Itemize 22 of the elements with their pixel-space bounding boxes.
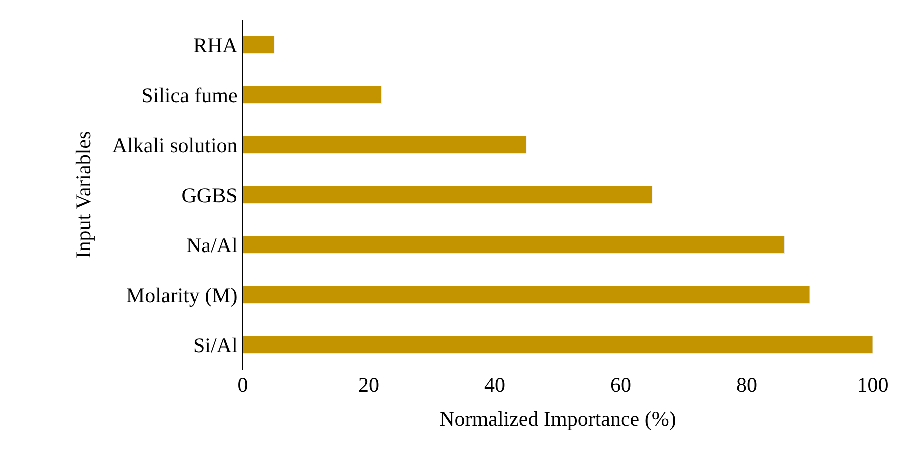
- bar: [243, 336, 873, 354]
- x-tick-label: 100: [857, 373, 889, 397]
- x-tick-label: 80: [736, 373, 758, 397]
- bar: [243, 286, 810, 304]
- y-axis-title: Input Variables: [72, 131, 96, 259]
- bar: [243, 36, 275, 54]
- y-tick-label: Na/Al: [186, 233, 238, 258]
- x-tick-label: 0: [238, 373, 248, 397]
- x-axis-title: Normalized Importance (%): [440, 407, 676, 432]
- y-tick-label: GGBS: [182, 183, 238, 208]
- y-tick-label: Molarity (M): [126, 283, 238, 308]
- y-tick-label: Silica fume: [142, 83, 238, 108]
- y-tick-label: Si/Al: [193, 333, 238, 358]
- x-tick-label: 40: [484, 373, 506, 397]
- bar: [243, 86, 382, 104]
- y-tick-label: RHA: [193, 33, 239, 58]
- x-tick-label: 20: [358, 373, 380, 397]
- x-tick-label: 60: [610, 373, 632, 397]
- bar: [243, 236, 786, 254]
- bar: [243, 186, 653, 204]
- bar: [243, 136, 527, 154]
- y-tick-label: Alkali solution: [112, 133, 238, 158]
